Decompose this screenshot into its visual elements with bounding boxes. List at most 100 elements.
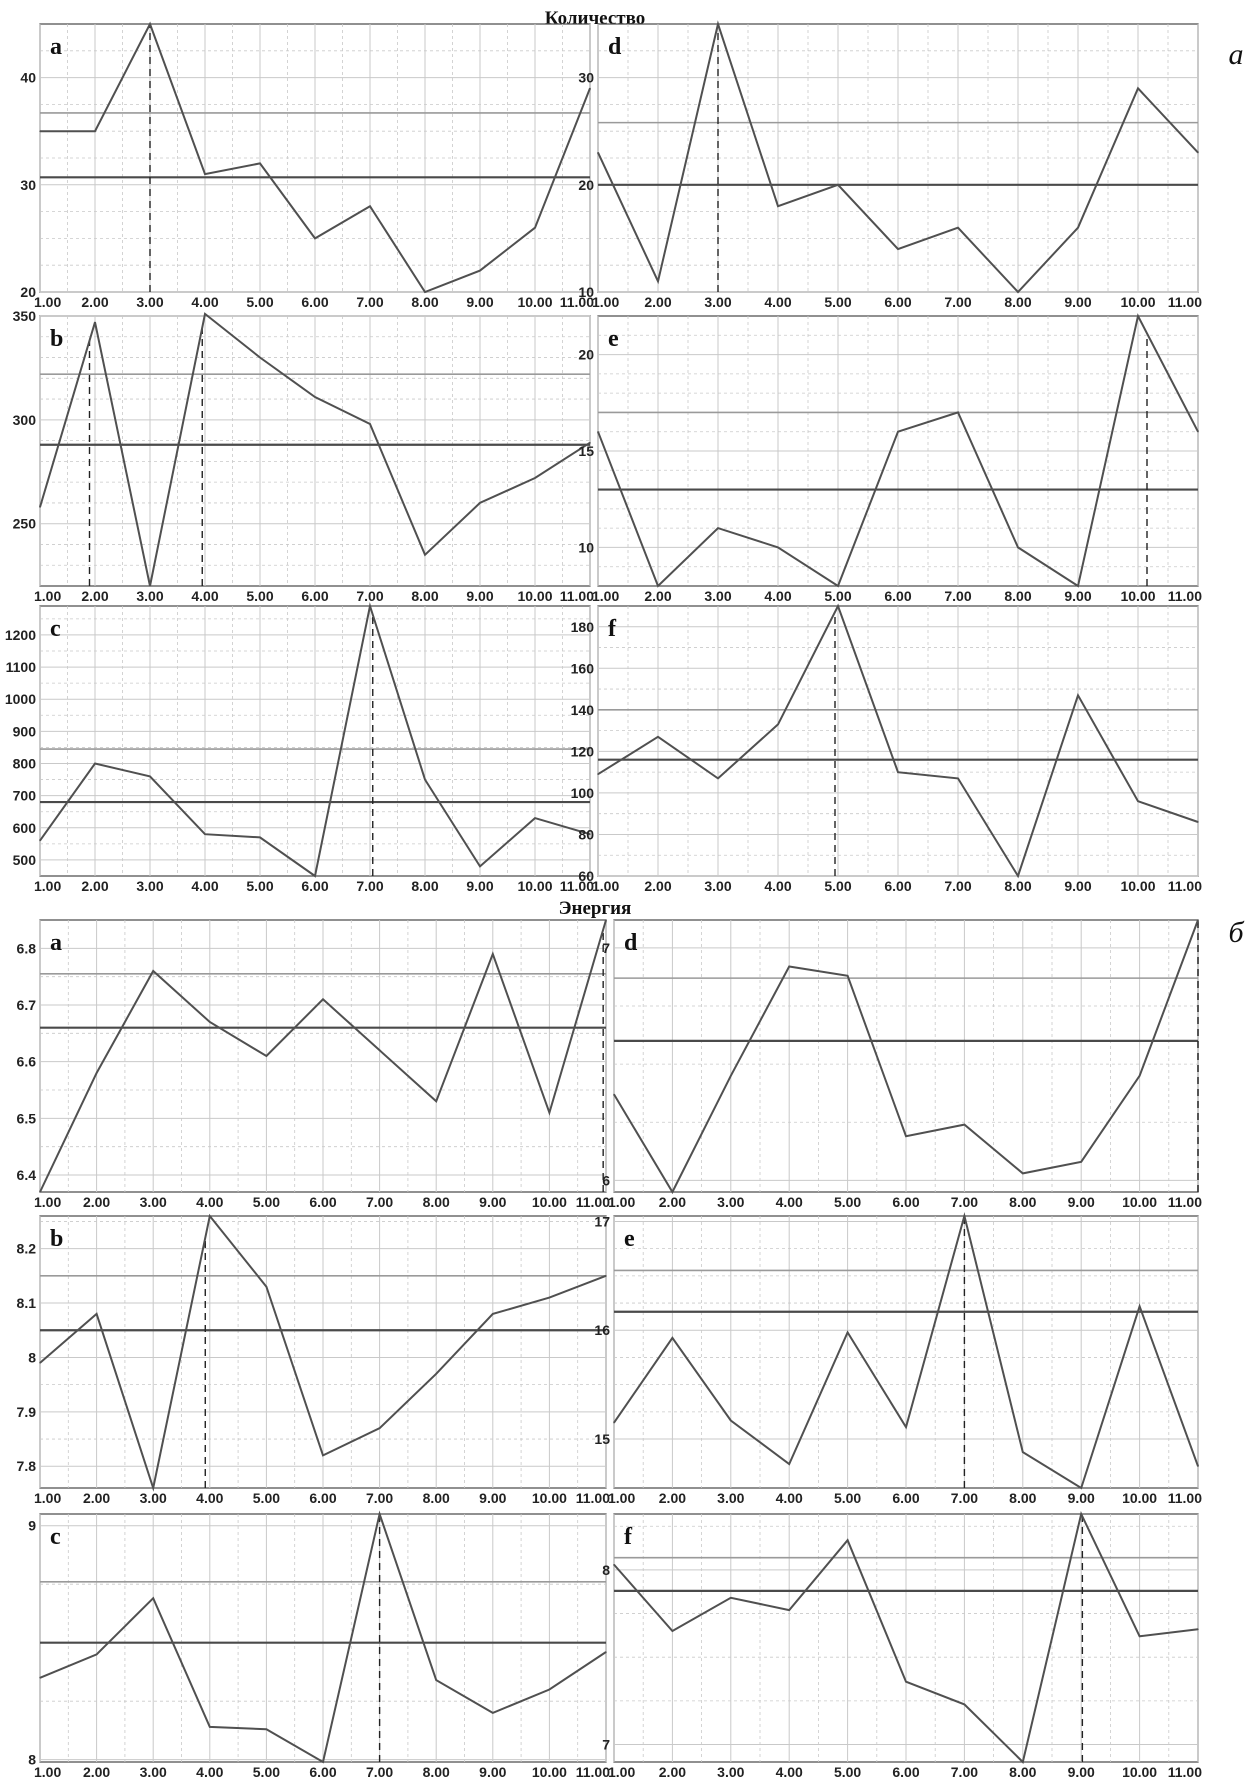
x-tick-label: 9.00 bbox=[466, 294, 493, 310]
x-tick-label: 5.00 bbox=[246, 588, 273, 604]
chart-panel-q-c: 500 600 700 800 900 1000 1100 1200 1.00 2.00 3.00 4… bbox=[5, 602, 594, 894]
x-tick-label: 5.00 bbox=[253, 1490, 280, 1506]
x-tick-label: 11.00 bbox=[1168, 878, 1202, 894]
data-point bbox=[379, 1427, 381, 1429]
data-point bbox=[1197, 1628, 1199, 1630]
x-tick-label: 3.00 bbox=[136, 878, 163, 894]
x-tick-label: 8.00 bbox=[411, 878, 438, 894]
x-tick-label: 11.00 bbox=[576, 1194, 610, 1210]
data-point bbox=[613, 1564, 615, 1566]
x-tick-label: 4.00 bbox=[764, 588, 791, 604]
data-point bbox=[369, 205, 371, 207]
y-tick-label: 500 bbox=[13, 852, 37, 868]
data-point bbox=[39, 1677, 41, 1679]
x-tick-label: 2.00 bbox=[659, 1490, 686, 1506]
data-point bbox=[957, 227, 959, 229]
x-tick-label: 11.00 bbox=[1168, 1490, 1202, 1506]
x-tick-label: 11.00 bbox=[560, 294, 594, 310]
data-point bbox=[1197, 152, 1199, 154]
data-point bbox=[837, 184, 839, 186]
x-tick-label: 11.00 bbox=[560, 588, 594, 604]
x-tick-label: 11.00 bbox=[1168, 1764, 1202, 1780]
x-tick-label: 9.00 bbox=[1068, 1194, 1095, 1210]
data-point bbox=[1139, 1635, 1141, 1637]
data-point bbox=[534, 227, 536, 229]
y-tick-label: 180 bbox=[571, 619, 595, 635]
data-point bbox=[149, 775, 151, 777]
x-tick-label: 8.00 bbox=[411, 588, 438, 604]
x-tick-label: 10.00 bbox=[517, 878, 552, 894]
data-point bbox=[39, 506, 41, 508]
y-tick-label: 800 bbox=[13, 756, 37, 772]
data-point bbox=[1017, 875, 1019, 877]
x-tick-label: 1.00 bbox=[34, 1194, 61, 1210]
x-tick-label: 7.00 bbox=[944, 588, 971, 604]
data-point bbox=[435, 1100, 437, 1102]
data-point bbox=[589, 833, 591, 835]
x-tick-label: 7.00 bbox=[951, 1194, 978, 1210]
x-tick-label: 7.00 bbox=[366, 1764, 393, 1780]
data-point bbox=[1080, 1513, 1082, 1515]
chart-panel-e-b: 7.8 7.9 8 8.1 8.2 1.00 2.00 3.00 4.00 5.00 6.00 7.0… bbox=[17, 1213, 610, 1506]
x-tick-label: 11.00 bbox=[1168, 294, 1202, 310]
data-point bbox=[847, 1331, 849, 1334]
data-point bbox=[1080, 1487, 1082, 1489]
x-tick-label: 9.00 bbox=[1064, 588, 1091, 604]
x-tick-label: 3.00 bbox=[136, 294, 163, 310]
data-point bbox=[479, 865, 481, 867]
data-point bbox=[548, 1112, 551, 1114]
data-point bbox=[1139, 1305, 1141, 1307]
x-tick-label: 4.00 bbox=[776, 1764, 803, 1780]
x-tick-label: 7.00 bbox=[356, 878, 383, 894]
chart-panel-q-f: 60 80 100 120 140 160 180 1.00 2.00 3.00 4.00 5.00 6… bbox=[571, 603, 1202, 894]
x-tick-label: 1.00 bbox=[34, 588, 61, 604]
x-tick-label: 5.00 bbox=[834, 1490, 861, 1506]
x-tick-label: 1.00 bbox=[34, 1764, 61, 1780]
x-tick-label: 7.00 bbox=[366, 1490, 393, 1506]
x-tick-label: 2.00 bbox=[644, 588, 671, 604]
data-point bbox=[1080, 1161, 1082, 1163]
data-point bbox=[905, 1426, 907, 1428]
data-point bbox=[963, 1703, 966, 1705]
x-tick-label: 9.00 bbox=[479, 1764, 506, 1780]
x-tick-label: 6.00 bbox=[884, 294, 911, 310]
x-tick-label: 5.00 bbox=[253, 1764, 280, 1780]
y-tick-label: 1100 bbox=[6, 659, 37, 675]
x-tick-label: 1.00 bbox=[34, 878, 61, 894]
y-tick-label: 30 bbox=[20, 177, 36, 193]
x-tick-label: 4.00 bbox=[764, 294, 791, 310]
data-point bbox=[1137, 315, 1139, 317]
data-point bbox=[152, 970, 154, 972]
data-point bbox=[963, 1215, 966, 1217]
y-tick-label: 6.5 bbox=[17, 1110, 37, 1126]
data-point bbox=[265, 1728, 267, 1730]
data-point bbox=[259, 162, 261, 164]
data-point bbox=[1139, 1075, 1141, 1077]
data-point bbox=[717, 23, 719, 25]
x-tick-label: 3.00 bbox=[717, 1490, 744, 1506]
data-point bbox=[1197, 919, 1199, 921]
data-point bbox=[605, 1651, 607, 1653]
y-tick-label: 20 bbox=[578, 347, 594, 363]
x-tick-label: 9.00 bbox=[1064, 878, 1091, 894]
y-tick-label: 7 bbox=[602, 1737, 610, 1753]
y-tick-label: 10 bbox=[578, 284, 594, 300]
data-point bbox=[1077, 585, 1079, 587]
data-point bbox=[597, 152, 599, 154]
data-point bbox=[597, 431, 599, 433]
y-tick-label: 120 bbox=[571, 743, 595, 759]
panel-label: d bbox=[624, 930, 638, 956]
chart-panel-e-d: 6 7 1.00 2.00 3.00 4.00 5.00 6.00 7.00 8.00 9.00 10… bbox=[602, 919, 1202, 1210]
y-tick-label: 6.4 bbox=[17, 1167, 37, 1183]
data-point bbox=[534, 817, 536, 819]
y-tick-label: 6.6 bbox=[17, 1054, 37, 1070]
x-tick-label: 8.00 bbox=[411, 294, 438, 310]
data-point bbox=[730, 1419, 732, 1422]
x-tick-label: 3.00 bbox=[717, 1764, 744, 1780]
x-tick-label: 9.00 bbox=[479, 1490, 506, 1506]
y-tick-label: 80 bbox=[578, 826, 594, 842]
x-tick-label: 2.00 bbox=[644, 294, 671, 310]
y-tick-label: 8.1 bbox=[17, 1295, 37, 1311]
data-point bbox=[777, 205, 779, 207]
data-point bbox=[39, 1191, 41, 1193]
